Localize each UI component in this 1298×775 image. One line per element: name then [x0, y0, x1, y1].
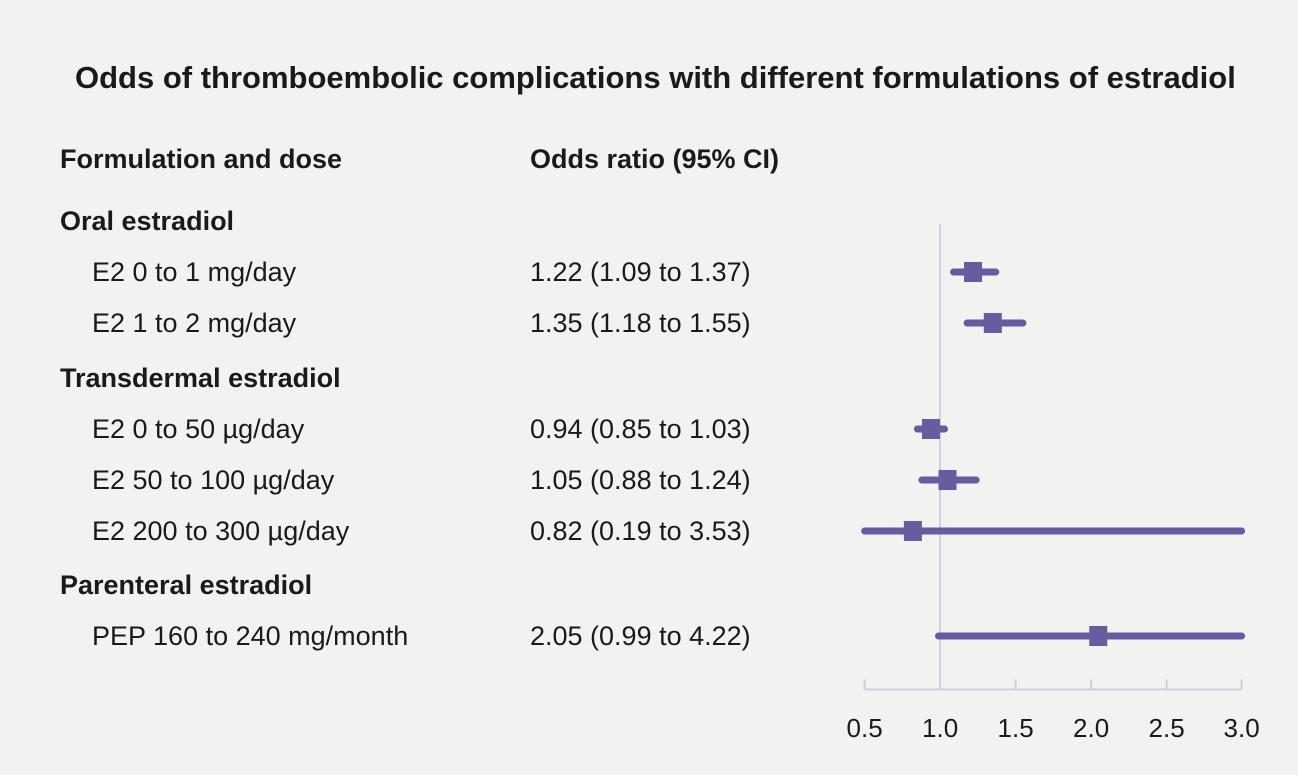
- svg-text:0.5: 0.5: [847, 713, 883, 743]
- svg-text:1.5: 1.5: [998, 713, 1034, 743]
- svg-text:3.0: 3.0: [1224, 713, 1260, 743]
- svg-text:2.5: 2.5: [1149, 713, 1185, 743]
- svg-text:1.0: 1.0: [922, 713, 958, 743]
- svg-text:2.0: 2.0: [1073, 713, 1109, 743]
